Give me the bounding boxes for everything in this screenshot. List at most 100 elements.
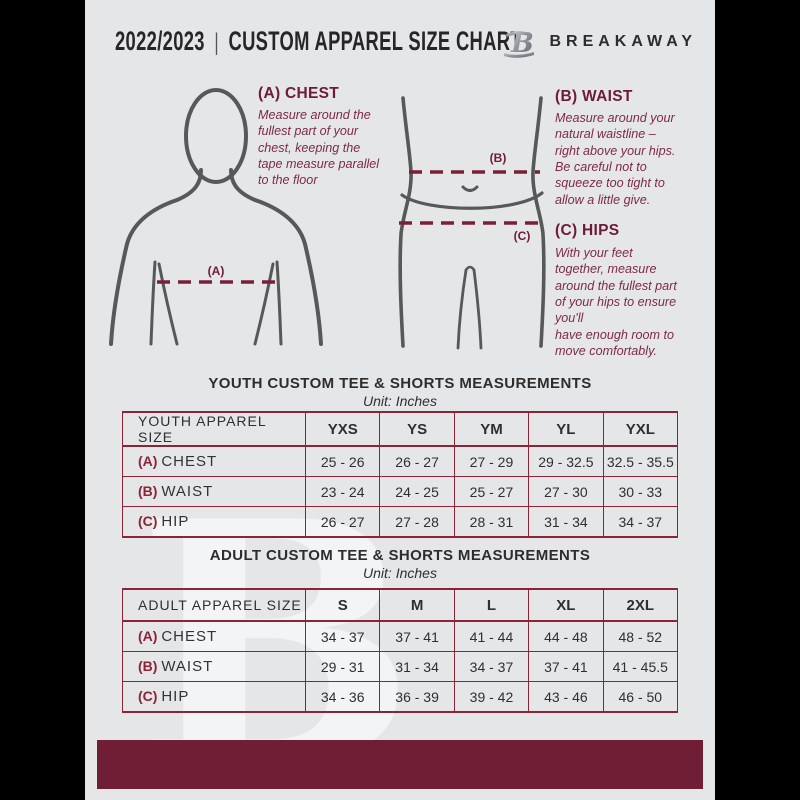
hips-section-heading: (C) HIPS bbox=[555, 222, 620, 239]
cell: 39 - 42 bbox=[453, 681, 530, 713]
cell: 25 - 26 bbox=[304, 445, 381, 477]
size-chart-document: B 2022/2023 | CUSTOM APPAREL SIZE CHART bbox=[85, 0, 715, 800]
adult-chest-label: (A) CHEST bbox=[122, 620, 306, 652]
cell: 30 - 33 bbox=[602, 476, 679, 507]
youth-size-col: YL bbox=[528, 411, 604, 447]
row-name: CHEST bbox=[161, 453, 218, 470]
youth-size-col: YXS bbox=[304, 411, 381, 447]
svg-text:B: B bbox=[510, 28, 534, 59]
chest-measure-figure: (A) bbox=[109, 88, 323, 346]
cell: 34 - 36 bbox=[304, 681, 381, 713]
row-name: WAIST bbox=[161, 658, 214, 675]
row-prefix: (C) bbox=[138, 513, 158, 529]
row-prefix: (C) bbox=[138, 688, 158, 704]
cell: 41 - 45.5 bbox=[602, 651, 679, 682]
adult-table-title: ADULT CUSTOM TEE & SHORTS MEASUREMENTS bbox=[209, 547, 591, 564]
cell: 46 - 50 bbox=[602, 681, 679, 713]
cell: 29 - 32.5 bbox=[528, 445, 604, 477]
chest-section-heading: (A) CHEST bbox=[258, 85, 340, 102]
cell: 32.5 - 35.5 bbox=[602, 445, 679, 477]
row-prefix: (A) bbox=[138, 628, 158, 644]
youth-table-title: YOUTH CUSTOM TEE & SHORTS MEASUREMENTS bbox=[208, 375, 592, 392]
cell: 27 - 30 bbox=[528, 476, 604, 507]
breakaway-logo-icon: B bbox=[504, 28, 535, 59]
cell: 27 - 29 bbox=[453, 445, 530, 477]
cell: 29 - 31 bbox=[304, 651, 381, 682]
waist-marker-b: (B) bbox=[490, 151, 507, 165]
youth-size-col: YM bbox=[453, 411, 530, 447]
adult-table-unit: Unit: Inches bbox=[363, 565, 437, 581]
figure-waistband bbox=[400, 191, 544, 210]
youth-chest-label: (A) CHEST bbox=[122, 445, 306, 477]
hip-marker-c: (C) bbox=[514, 229, 531, 243]
cell: 37 - 41 bbox=[528, 651, 604, 682]
adult-size-label-header: ADULT APPAREL SIZE bbox=[122, 588, 306, 622]
table-row: (B) WAIST 29 - 31 31 - 34 34 - 37 37 - 4… bbox=[122, 651, 679, 682]
youth-hip-label: (C) HIP bbox=[122, 506, 306, 538]
waist-section-text: Measure around your natural waistline – … bbox=[555, 111, 676, 207]
cell: 34 - 37 bbox=[453, 651, 530, 682]
page-title: CUSTOM APPAREL SIZE CHART bbox=[228, 26, 522, 56]
row-name: HIP bbox=[161, 688, 190, 705]
cell: 26 - 27 bbox=[304, 506, 381, 538]
waist-section-heading: (B) WAIST bbox=[555, 88, 633, 105]
youth-size-label-header: YOUTH APPAREL SIZE bbox=[122, 411, 306, 447]
table-row: (A) CHEST 25 - 26 26 - 27 27 - 29 29 - 3… bbox=[122, 445, 679, 477]
adult-waist-label: (B) WAIST bbox=[122, 651, 306, 682]
hips-section-text: With your feet together, measure around … bbox=[555, 246, 677, 359]
season-label: 2022/2023 bbox=[115, 26, 205, 56]
table-row: (C) HIP 26 - 27 27 - 28 28 - 31 31 - 34 … bbox=[122, 506, 679, 538]
brand-lockup: B BREAKAWAY bbox=[501, 22, 697, 62]
figure-navel bbox=[461, 185, 479, 192]
adult-size-col: L bbox=[453, 588, 530, 622]
youth-header-row: YOUTH APPAREL SIZE YXS YS YM YL YXL bbox=[122, 411, 679, 447]
cell: 31 - 34 bbox=[528, 506, 604, 538]
adult-size-table: ADULT APPAREL SIZE S M L XL 2XL (A) CHES… bbox=[122, 588, 679, 713]
row-prefix: (B) bbox=[138, 483, 158, 499]
figure-head bbox=[184, 88, 248, 184]
content-layer: 2022/2023 | CUSTOM APPAREL SIZE CHART B BR… bbox=[85, 0, 715, 800]
adult-size-col: 2XL bbox=[602, 588, 679, 622]
row-name: HIP bbox=[161, 513, 190, 530]
youth-size-col: YS bbox=[379, 411, 455, 447]
table-row: (A) CHEST 34 - 37 37 - 41 41 - 44 44 - 4… bbox=[122, 620, 679, 652]
cell: 28 - 31 bbox=[453, 506, 530, 538]
row-name: CHEST bbox=[161, 628, 218, 645]
table-row: (C) HIP 34 - 36 36 - 39 39 - 42 43 - 46 … bbox=[122, 681, 679, 713]
cell: 44 - 48 bbox=[528, 620, 604, 652]
row-prefix: (B) bbox=[138, 658, 158, 674]
chest-marker-a: (A) bbox=[208, 264, 225, 278]
adult-hip-label: (C) HIP bbox=[122, 681, 306, 713]
cell: 27 - 28 bbox=[379, 506, 455, 538]
cell: 31 - 34 bbox=[379, 651, 455, 682]
cell: 37 - 41 bbox=[379, 620, 455, 652]
cell: 34 - 37 bbox=[304, 620, 381, 652]
title-divider: | bbox=[214, 29, 219, 56]
adult-size-col: S bbox=[304, 588, 381, 622]
cell: 48 - 52 bbox=[602, 620, 679, 652]
table-row: (B) WAIST 23 - 24 24 - 25 25 - 27 27 - 3… bbox=[122, 476, 679, 507]
cell: 23 - 24 bbox=[304, 476, 381, 507]
cell: 36 - 39 bbox=[379, 681, 455, 713]
cell: 24 - 25 bbox=[379, 476, 455, 507]
chest-section-text: Measure around the fullest part of your … bbox=[258, 108, 380, 188]
adult-size-col: M bbox=[379, 588, 455, 622]
cell: 26 - 27 bbox=[379, 445, 455, 477]
youth-size-col: YXL bbox=[602, 411, 679, 447]
row-prefix: (A) bbox=[138, 453, 158, 469]
adult-header-row: ADULT APPAREL SIZE S M L XL 2XL bbox=[122, 588, 679, 622]
adult-size-col: XL bbox=[528, 588, 604, 622]
brand-name: BREAKAWAY bbox=[549, 33, 697, 50]
youth-table-unit: Unit: Inches bbox=[363, 393, 437, 409]
youth-size-table: YOUTH APPAREL SIZE YXS YS YM YL YXL (A) … bbox=[122, 411, 679, 538]
document-title: 2022/2023 | CUSTOM APPAREL SIZE CHART bbox=[115, 26, 522, 57]
footer-accent-bar bbox=[97, 740, 703, 789]
cell: 34 - 37 bbox=[602, 506, 679, 538]
youth-waist-label: (B) WAIST bbox=[122, 476, 306, 507]
cell: 41 - 44 bbox=[453, 620, 530, 652]
cell: 43 - 46 bbox=[528, 681, 604, 713]
waist-hip-measure-figure: (B) (C) bbox=[398, 96, 546, 350]
row-name: WAIST bbox=[161, 483, 214, 500]
cell: 25 - 27 bbox=[453, 476, 530, 507]
